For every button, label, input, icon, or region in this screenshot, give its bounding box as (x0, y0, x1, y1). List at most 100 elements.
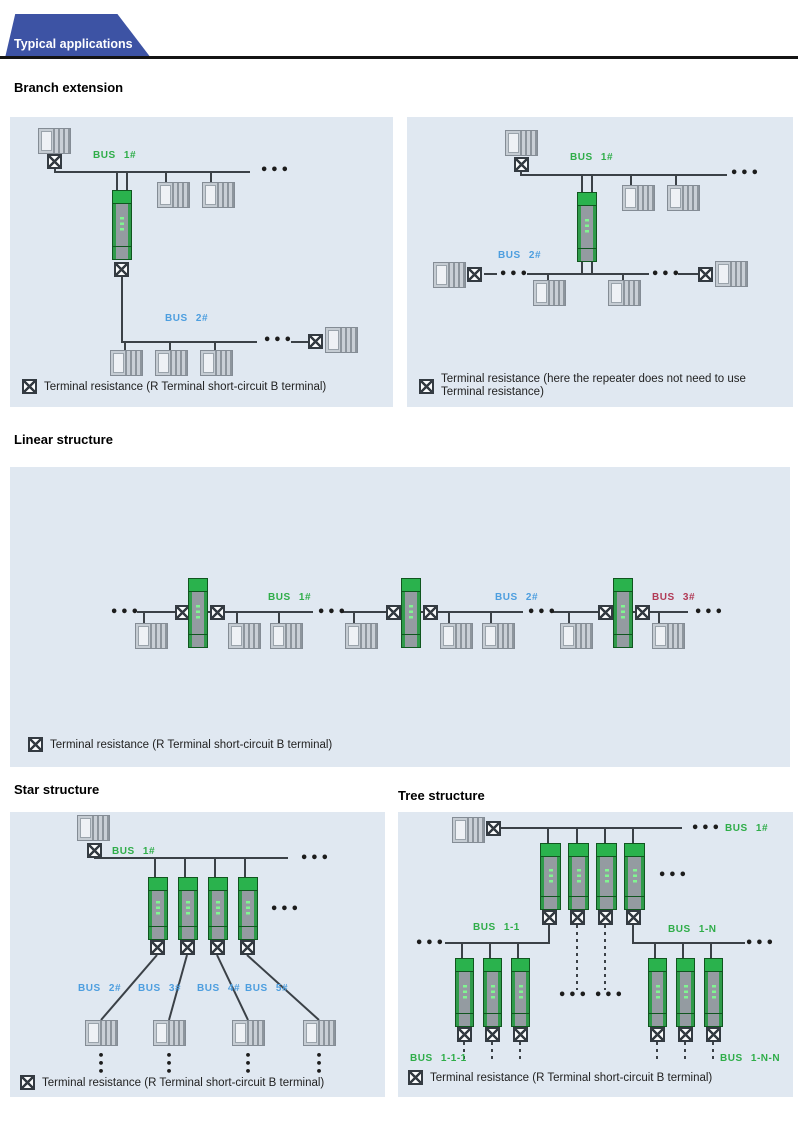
plc-device-icon (560, 623, 593, 649)
terminal-resistance-icon (514, 157, 529, 172)
bus-label: BUS 2# (495, 592, 539, 603)
plc-device-icon (452, 817, 485, 843)
repeater-icon (401, 578, 421, 648)
vertical-ellipsis-dots: • • • (315, 1049, 323, 1078)
bus-label: BUS 1# (570, 152, 614, 163)
bus-label: BUS 1-N (668, 924, 717, 935)
wiring-lines (484, 172, 727, 280)
linear-structure-heading: Linear structure (14, 432, 113, 447)
terminal-resistance-icon (419, 378, 434, 394)
ellipsis-dots: ••• (527, 605, 558, 620)
ellipsis-dots: ••• (691, 821, 722, 836)
repeater-icon (648, 958, 667, 1027)
ellipsis-dots: ••• (651, 267, 682, 282)
wiring-lines (445, 827, 745, 1063)
ellipsis-dots: ••• (110, 605, 141, 620)
bus-label: BUS 2# (498, 250, 542, 261)
bus-label: BUS 3# (652, 592, 696, 603)
repeater-icon (568, 843, 589, 910)
legend-caption: Terminal resistance (R Terminal short-ci… (408, 1070, 712, 1085)
plc-device-icon (440, 623, 473, 649)
repeater-icon (577, 192, 597, 262)
terminal-resistance-icon (467, 267, 482, 282)
terminal-resistance-icon (626, 910, 641, 925)
bus-label: BUS 4# (197, 983, 241, 994)
repeater-icon (676, 958, 695, 1027)
legend-caption: Terminal resistance (here the repeater d… (419, 373, 761, 399)
terminal-resistance-icon (20, 1075, 35, 1090)
plc-device-icon (345, 623, 378, 649)
plc-device-icon (202, 182, 235, 208)
plc-device-icon (608, 280, 641, 306)
legend-text: Terminal resistance (R Terminal short-ci… (430, 1071, 713, 1084)
vertical-ellipsis-dots: • • • (165, 1049, 173, 1078)
repeater-icon (540, 843, 561, 910)
plc-device-icon (715, 261, 748, 287)
terminal-resistance-icon (22, 379, 37, 394)
terminal-resistance-icon (28, 737, 43, 752)
ellipsis-dots: ••• (499, 267, 530, 282)
terminal-resistance-icon (180, 940, 195, 955)
branch-right-panel: BUS 1# ••• BUS 2# ••• ••• Terminal resis… (407, 117, 793, 407)
plc-device-icon (622, 185, 655, 211)
terminal-resistance-icon (598, 605, 613, 620)
plc-device-icon (270, 623, 303, 649)
terminal-resistance-icon (150, 940, 165, 955)
plc-device-icon (155, 350, 188, 376)
terminal-resistance-icon (210, 940, 225, 955)
legend-text: Terminal resistance (R Terminal short-ci… (50, 738, 333, 751)
ellipsis-dots: ••• (730, 166, 761, 181)
bus-label: BUS 3# (138, 983, 182, 994)
tree-structure-heading: Tree structure (398, 788, 485, 803)
legend-text: Terminal resistance (here the repeater d… (441, 373, 746, 399)
terminal-resistance-icon (542, 910, 557, 925)
bus-label: BUS 5# (245, 983, 289, 994)
plc-device-icon (157, 182, 190, 208)
vertical-ellipsis-dots: • • • (97, 1049, 105, 1078)
linear-structure-panel: ••• BUS 1# ••• BUS 2# ••• BUS 3# ••• Ter… (10, 467, 790, 767)
plc-device-icon (505, 130, 538, 156)
repeater-icon (511, 958, 530, 1027)
vertical-ellipsis-dots: • • • (244, 1049, 252, 1078)
terminal-resistance-icon (485, 1027, 500, 1042)
bus-label: BUS 1-1-1 (410, 1053, 467, 1064)
bus-label: BUS 1-N-N (720, 1053, 781, 1064)
plc-device-icon (110, 350, 143, 376)
legend-text: Terminal resistance (R Terminal short-ci… (42, 1076, 325, 1089)
typical-applications-tab: Typical applications (5, 14, 151, 58)
terminal-resistance-icon (210, 605, 225, 620)
plc-device-icon (153, 1020, 186, 1046)
legend-caption: Terminal resistance (R Terminal short-ci… (22, 379, 326, 394)
ellipsis-dots: ••• (558, 988, 589, 1003)
terminal-resistance-icon (706, 1027, 721, 1042)
ellipsis-dots: ••• (694, 605, 725, 620)
ellipsis-dots: ••• (658, 868, 689, 883)
plc-device-icon (38, 128, 71, 154)
bus-label: BUS 1# (93, 150, 137, 161)
terminal-resistance-icon (570, 910, 585, 925)
plc-device-icon (325, 327, 358, 353)
plc-device-icon (667, 185, 700, 211)
bus-label: BUS 2# (78, 983, 122, 994)
legend-caption: Terminal resistance (R Terminal short-ci… (28, 737, 332, 752)
terminal-resistance-icon (698, 267, 713, 282)
star-structure-panel: BUS 1# ••• ••• BUS 2# BUS 3# BUS 4# BUS … (10, 812, 385, 1097)
terminal-resistance-icon (650, 1027, 665, 1042)
repeater-icon (208, 877, 228, 940)
plc-device-icon (232, 1020, 265, 1046)
bus-label: BUS 1# (268, 592, 312, 603)
ellipsis-dots: ••• (300, 851, 331, 866)
repeater-icon (455, 958, 474, 1027)
bus-label: BUS 1# (112, 846, 156, 857)
terminal-resistance-icon (308, 334, 323, 349)
terminal-resistance-icon (598, 910, 613, 925)
plc-device-icon (77, 815, 110, 841)
branch-extension-heading: Branch extension (14, 80, 124, 95)
plc-device-icon (85, 1020, 118, 1046)
repeater-icon (613, 578, 633, 648)
bus-label: BUS 1# (725, 823, 769, 834)
repeater-icon (483, 958, 502, 1027)
terminal-resistance-icon (423, 605, 438, 620)
repeater-icon (596, 843, 617, 910)
terminal-resistance-icon (114, 262, 129, 277)
